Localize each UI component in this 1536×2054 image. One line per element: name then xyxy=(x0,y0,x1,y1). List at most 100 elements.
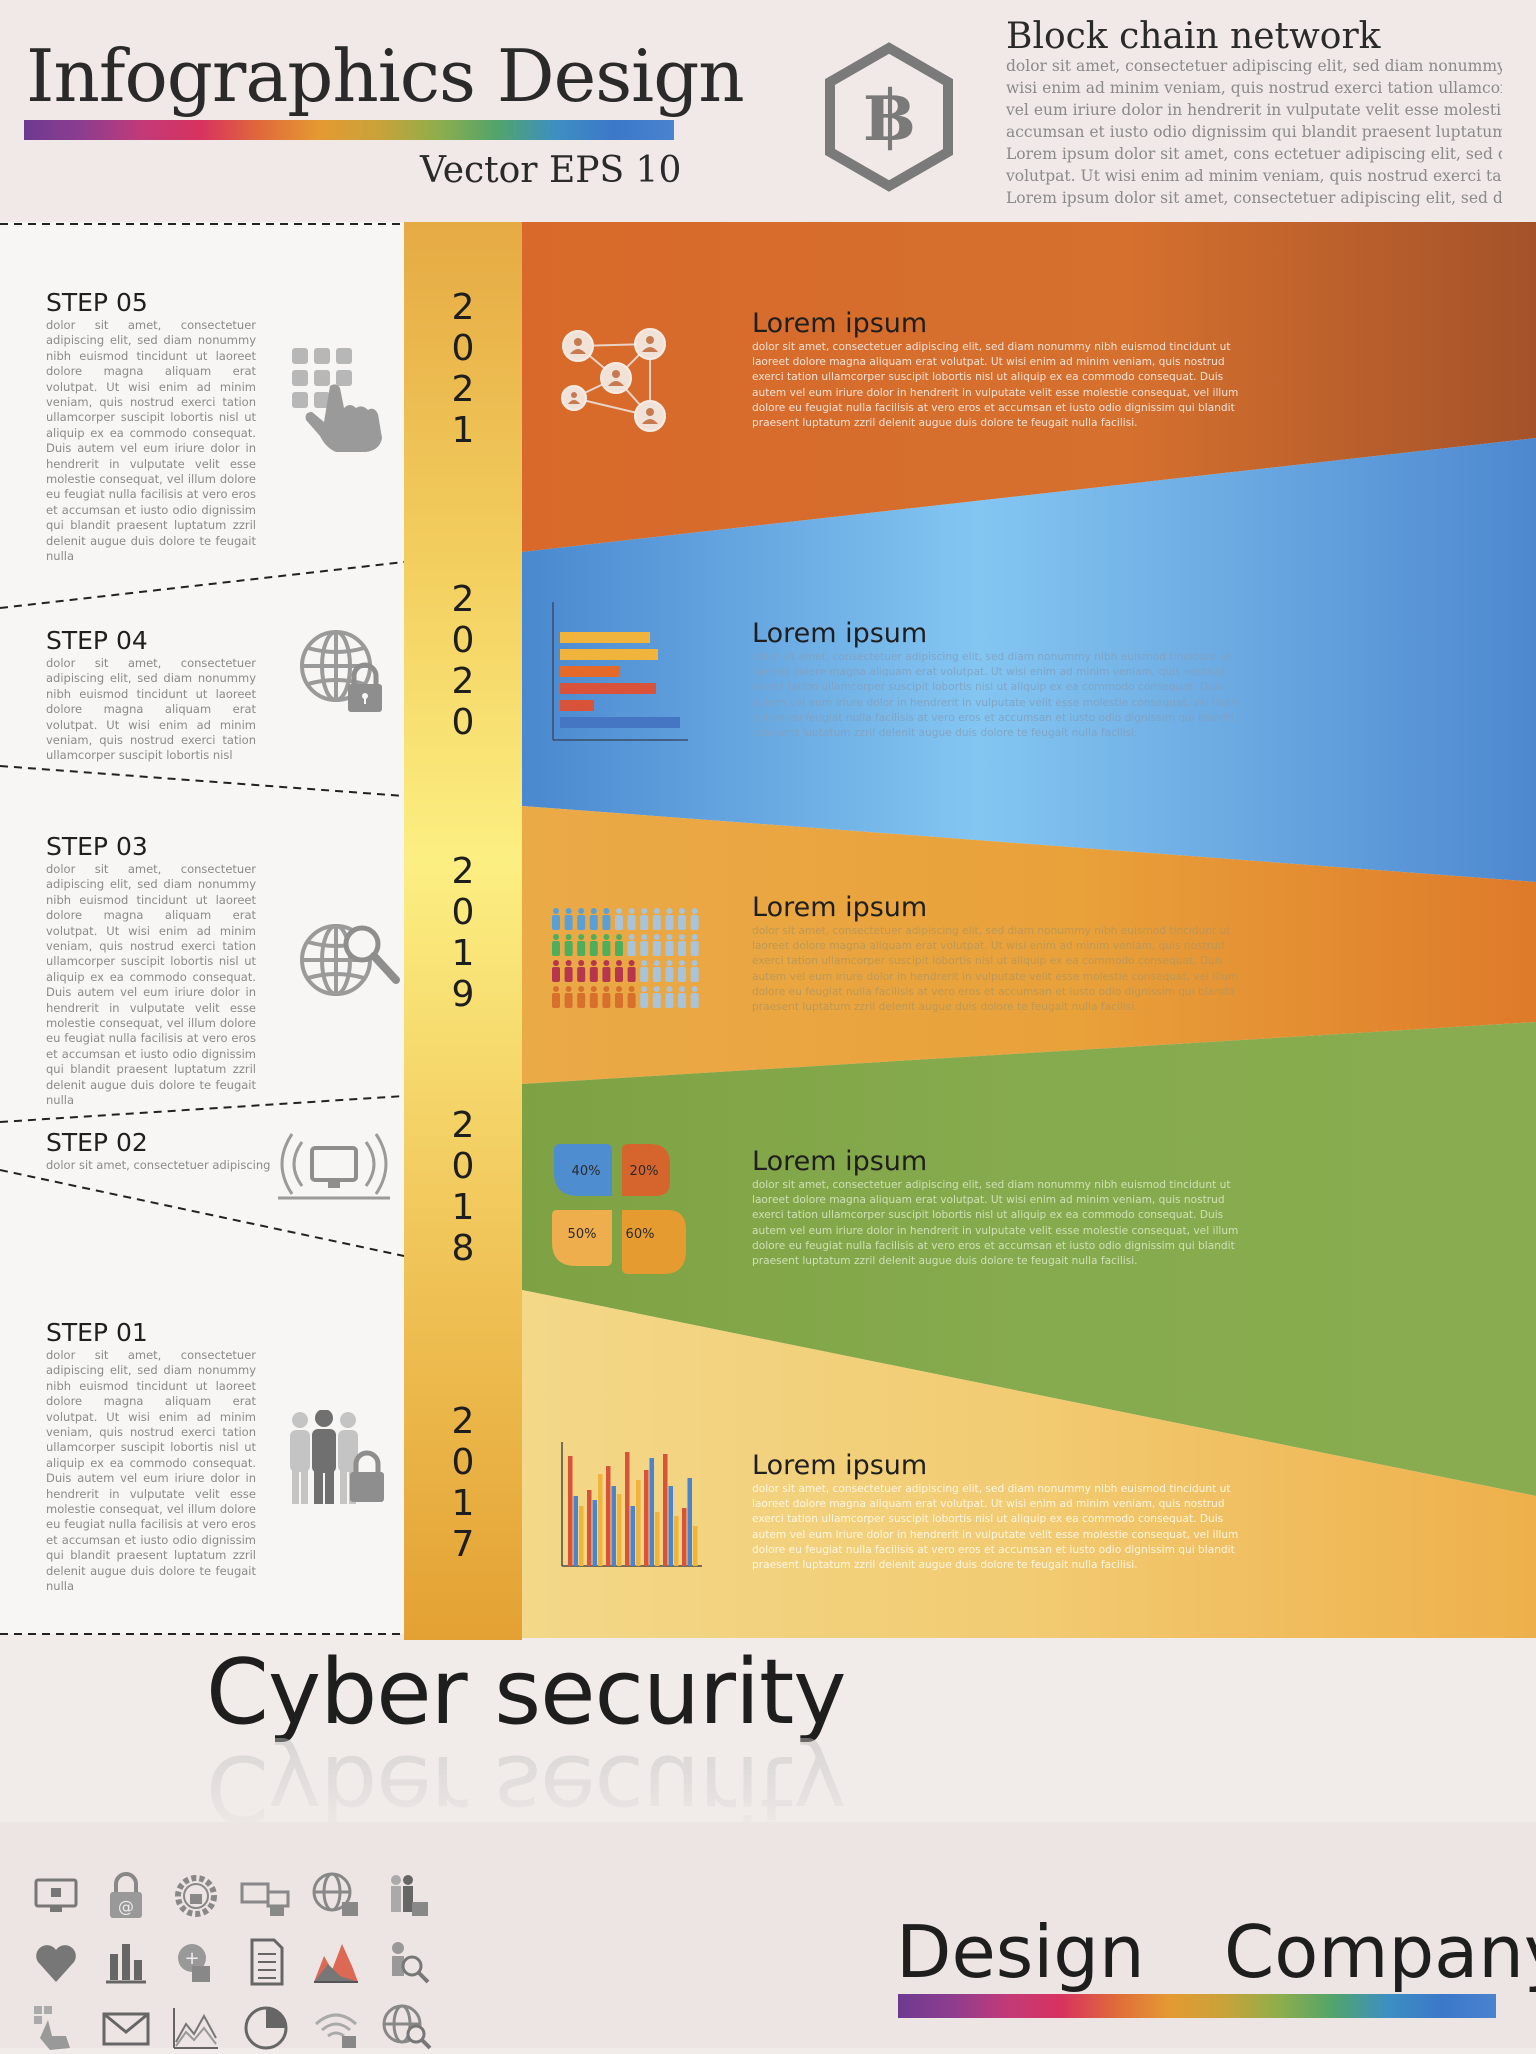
page-subtitle: Vector EPS 10 xyxy=(420,150,682,191)
column-chart-bar xyxy=(617,1494,622,1566)
mountain-chart-icon xyxy=(314,1944,358,1983)
row-band-2017 xyxy=(522,1290,1536,1638)
row-text-2018: dolor sit amet, consectetuer adipiscing … xyxy=(752,1179,1239,1268)
svg-text:฿: ฿ xyxy=(865,74,914,157)
year-digit: 0 xyxy=(451,892,475,933)
year-digit: 2 xyxy=(451,1105,475,1146)
people-lock-icon xyxy=(290,1410,384,1504)
person-figure-icon xyxy=(602,908,611,930)
person-figure-icon xyxy=(678,986,686,1008)
row-title-2017: Lorem ipsum xyxy=(752,1450,928,1481)
main-heading: Cyber security xyxy=(206,1640,847,1745)
timeline-bar xyxy=(404,222,522,1640)
row-band-2019 xyxy=(522,806,1536,1084)
puzzle-lock-icon: + xyxy=(178,1944,210,1982)
bar-chart-bar xyxy=(560,649,658,660)
person-figure-icon xyxy=(690,908,699,930)
bar-chart-bar xyxy=(560,683,656,694)
gear-lock-icon xyxy=(175,1875,217,1917)
year-digit: 0 xyxy=(451,620,475,661)
step-04-title: STEP 04 xyxy=(46,626,148,655)
person-figure-icon xyxy=(615,934,623,956)
person-figure-icon xyxy=(564,986,573,1008)
row-title-2021: Lorem ipsum xyxy=(752,308,928,339)
person-figure-icon xyxy=(589,986,598,1008)
touch-keypad-icon xyxy=(292,348,382,452)
footer-company-word: Company xyxy=(1224,1910,1536,1994)
column-chart-bar xyxy=(598,1474,603,1566)
bar-chart-bar xyxy=(560,632,650,643)
footer-gradient-bar xyxy=(898,1994,1496,2018)
person-figure-icon xyxy=(665,986,674,1008)
blockchain-text-line: vel eum iriure dolor in hendrerit in vul… xyxy=(1006,101,1502,119)
petal-value: 50% xyxy=(567,1227,597,1242)
column-chart-bar xyxy=(663,1454,668,1566)
touch-keypad-icon xyxy=(34,2006,70,2050)
year-digit: 2 xyxy=(451,851,475,892)
person-figure-icon xyxy=(627,960,636,982)
header-band xyxy=(0,0,1536,222)
person-figure-icon xyxy=(589,908,598,930)
person-search-icon xyxy=(392,1942,430,1984)
person-figure-icon xyxy=(577,934,586,956)
person-figure-icon xyxy=(678,934,686,956)
year-digit: 2 xyxy=(451,369,475,410)
padlock-at-icon: @ xyxy=(110,1872,142,1918)
baht-hexagon-icon: ฿ xyxy=(825,42,953,192)
year-digit: 9 xyxy=(451,974,475,1015)
person-figure-icon xyxy=(627,908,636,930)
year-digit: 0 xyxy=(451,1146,475,1187)
document-icon xyxy=(250,1938,284,1986)
person-figure-icon xyxy=(615,960,623,982)
petal-blue xyxy=(554,1144,612,1196)
column-chart-bar xyxy=(687,1478,692,1566)
year-digit: 1 xyxy=(451,933,475,974)
network-lock-icon xyxy=(240,1882,290,1916)
bar-chart-bar xyxy=(560,700,594,711)
year-digit: 2 xyxy=(451,287,475,328)
person-figure-icon xyxy=(564,908,573,930)
row-band-2021 xyxy=(522,222,1536,552)
person-figure-icon xyxy=(577,986,586,1008)
person-figure-icon xyxy=(652,986,661,1008)
person-figure-icon xyxy=(640,908,649,930)
year-digit: 0 xyxy=(451,328,475,369)
row-title-2018: Lorem ipsum xyxy=(752,1146,928,1177)
pie-chart-icon xyxy=(244,2006,288,2050)
blockchain-title: Block chain network xyxy=(1006,16,1381,57)
globe-lock-icon xyxy=(300,630,382,712)
column-chart-bar xyxy=(568,1456,573,1566)
person-figure-icon xyxy=(552,934,560,956)
person-figure-icon xyxy=(652,908,661,930)
person-figure-icon xyxy=(577,908,586,930)
petal-yellow xyxy=(552,1210,612,1266)
blockchain-text-line: Lorem ipsum dolor sit amet, cons ectetue… xyxy=(1006,145,1502,163)
heart-icon xyxy=(36,1945,76,1982)
blockchain-text-line: wisi enim ad minim veniam, quis nostrud … xyxy=(1006,79,1502,97)
globe-search-icon xyxy=(300,924,400,996)
title-gradient-bar xyxy=(24,120,674,140)
globe-search-icon xyxy=(382,2004,432,2050)
column-chart-bar xyxy=(674,1516,679,1566)
footer-design-word: Design xyxy=(896,1910,1145,1994)
row-text-2017: dolor sit amet, consectetuer adipiscing … xyxy=(752,1483,1239,1572)
person-figure-icon xyxy=(552,908,560,930)
person-figure-icon xyxy=(577,960,586,982)
step-05-title: STEP 05 xyxy=(46,288,148,317)
blockchain-text-line: accumsan et iusto odio dignissim qui bla… xyxy=(1006,123,1502,141)
people-rows-icon xyxy=(552,908,699,1008)
year-digit: 1 xyxy=(451,1483,475,1524)
timeline-bands xyxy=(0,222,1536,1638)
column-chart-bar xyxy=(682,1508,687,1566)
column-chart-bar xyxy=(606,1466,611,1566)
line-chart-icon xyxy=(173,2008,218,2049)
person-figure-icon xyxy=(602,986,611,1008)
person-figure-icon xyxy=(564,960,573,982)
person-figure-icon xyxy=(640,986,649,1008)
year-digit: 2 xyxy=(451,1401,475,1442)
column-chart-bar xyxy=(611,1486,616,1566)
column-chart-bar xyxy=(579,1506,584,1566)
page-title: Infographics Design xyxy=(26,34,745,118)
column-chart-bar xyxy=(573,1496,578,1566)
column-chart-bar xyxy=(644,1470,649,1566)
